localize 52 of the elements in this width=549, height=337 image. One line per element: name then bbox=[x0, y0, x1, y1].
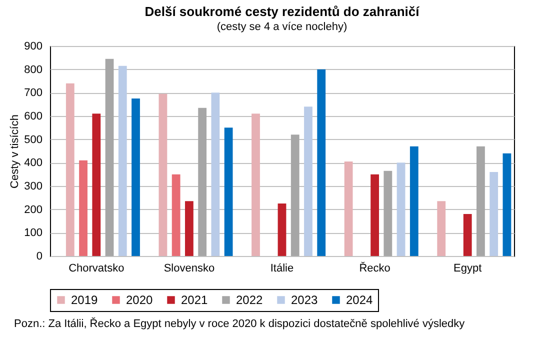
bar bbox=[278, 204, 286, 256]
y-tick-label: 900 bbox=[24, 40, 42, 52]
bar bbox=[463, 214, 472, 256]
bar bbox=[344, 162, 353, 256]
bar bbox=[252, 114, 260, 256]
bar bbox=[224, 128, 233, 256]
bar bbox=[396, 162, 406, 256]
bar bbox=[290, 134, 300, 256]
y-tick-label: 400 bbox=[24, 157, 42, 170]
bar bbox=[172, 174, 180, 256]
x-tick-label: Chorvatsko bbox=[68, 262, 124, 274]
y-tick-label: 800 bbox=[24, 64, 42, 76]
bar bbox=[158, 94, 168, 256]
y-tick-label: 600 bbox=[24, 110, 42, 122]
y-tick-label: 200 bbox=[24, 204, 42, 216]
x-tick-label: Řecko bbox=[359, 262, 390, 274]
bar bbox=[198, 108, 207, 256]
bar bbox=[211, 92, 220, 256]
bar bbox=[384, 170, 392, 256]
legend-label: 2020 bbox=[126, 293, 154, 307]
bar bbox=[132, 98, 140, 256]
chart-title: Delší soukromé cesty rezidentů do zahraničí bbox=[144, 4, 420, 19]
bar bbox=[476, 146, 485, 256]
legend-label: 2023 bbox=[291, 293, 318, 307]
legend-label: 2019 bbox=[71, 293, 98, 307]
legend-label: 2021 bbox=[181, 293, 208, 307]
chart-subtitle: (cesty se 4 a více noclehy) bbox=[216, 21, 348, 33]
bar bbox=[105, 58, 114, 256]
y-tick-label: 700 bbox=[24, 87, 42, 100]
bar bbox=[79, 160, 88, 256]
bar bbox=[185, 201, 194, 256]
y-tick-label: 100 bbox=[24, 227, 42, 240]
legend-label: 2024 bbox=[346, 293, 374, 307]
y-tick-label: 500 bbox=[24, 134, 42, 146]
x-tick-label: Egypt bbox=[454, 262, 482, 274]
bar bbox=[317, 69, 326, 256]
bar bbox=[118, 66, 127, 256]
bar bbox=[490, 172, 498, 256]
x-tick-label: Itálie bbox=[270, 262, 294, 274]
x-tick-label: Slovensko bbox=[164, 262, 215, 274]
bar bbox=[304, 106, 312, 256]
bar bbox=[92, 114, 101, 256]
bar bbox=[370, 174, 379, 256]
y-axis-title: Cesty v tisících bbox=[9, 114, 22, 188]
text: Pozn.: Za Itálii, Řecko a Egypt nebyly v roce 2020 k dispozici dostatečně spolehlivé výsledky bbox=[14, 318, 465, 330]
bar bbox=[502, 153, 512, 256]
bar bbox=[410, 146, 418, 256]
bar bbox=[66, 83, 74, 256]
bar bbox=[437, 201, 446, 256]
y-tick-label: 300 bbox=[24, 180, 42, 192]
y-tick-label: 0 bbox=[36, 250, 42, 262]
legend-label: 2022 bbox=[236, 293, 264, 307]
